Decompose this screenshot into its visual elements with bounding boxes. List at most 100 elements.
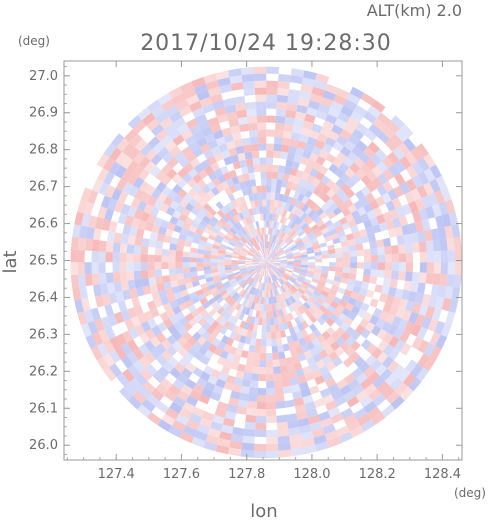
echo-cell: [317, 410, 331, 422]
echo-cell: [192, 406, 205, 418]
echo-cell: [268, 268, 273, 276]
echo-cell: [187, 346, 199, 357]
echo-cell: [165, 407, 179, 420]
echo-cell: [355, 324, 366, 335]
echo-cell: [385, 219, 395, 230]
echo-cell: [119, 243, 128, 254]
echo-cell: [280, 261, 288, 263]
echo-cell: [364, 129, 377, 142]
echo-cell: [180, 289, 189, 298]
echo-cell: [172, 330, 183, 341]
echo-cell: [255, 221, 260, 229]
echo-cell: [272, 265, 279, 270]
echo-cell: [290, 383, 301, 393]
echo-cell: [159, 117, 174, 130]
echo-cell: [159, 311, 170, 322]
echo-cell: [363, 366, 375, 378]
echo-cell: [367, 371, 380, 384]
echo-cell: [268, 269, 271, 276]
echo-cell: [217, 262, 225, 266]
echo-cell: [372, 376, 385, 389]
echo-cell: [301, 204, 309, 213]
echo-cell: [266, 429, 278, 438]
echo-cell: [109, 363, 123, 378]
echo-cell: [216, 220, 225, 229]
echo-cell: [263, 276, 266, 284]
echo-cell: [226, 246, 234, 252]
echo-cell: [346, 396, 360, 408]
echo-cell: [200, 355, 211, 366]
echo-cell: [160, 174, 172, 186]
echo-cell: [224, 266, 232, 271]
echo-cell: [377, 262, 386, 271]
echo-cell: [133, 176, 145, 189]
echo-cell: [91, 178, 104, 193]
echo-cell: [303, 350, 313, 360]
echo-cell: [266, 401, 276, 410]
echo-cell: [215, 378, 226, 389]
echo-cell: [339, 193, 350, 203]
echo-cell: [248, 269, 255, 274]
echo-cell: [437, 285, 447, 298]
echo-cell: [270, 251, 277, 258]
echo-cell: [343, 413, 358, 426]
echo-cell: [271, 289, 276, 297]
echo-cell: [403, 233, 412, 245]
echo-cell: [126, 244, 135, 254]
echo-cell: [241, 137, 251, 146]
echo-cell: [275, 288, 280, 296]
echo-cell: [266, 220, 269, 228]
echo-cell: [300, 254, 308, 258]
echo-cell: [259, 282, 263, 290]
echo-cell: [182, 401, 196, 413]
echo-cell: [206, 190, 216, 200]
x-tick-label: 128.0: [293, 467, 330, 482]
echo-cell: [321, 250, 329, 255]
echo-cell: [350, 256, 358, 263]
echo-cell: [142, 381, 156, 394]
echo-cell: [399, 182, 411, 195]
echo-cell: [404, 271, 413, 282]
echo-cell: [325, 400, 338, 411]
echo-cell: [404, 359, 418, 373]
echo-cell: [257, 387, 267, 396]
echo-cell: [266, 248, 268, 256]
echo-cell: [399, 386, 414, 401]
echo-cell: [266, 262, 269, 270]
echo-cell: [282, 385, 293, 394]
echo-cell: [155, 170, 167, 182]
echo-cell: [231, 207, 239, 216]
echo-cell: [320, 227, 329, 235]
echo-cell: [389, 133, 403, 148]
echo-cell: [303, 278, 312, 284]
echo-cell: [97, 342, 109, 357]
echo-cell: [190, 276, 199, 283]
echo-cell: [220, 365, 231, 375]
echo-cell: [252, 288, 258, 296]
echo-cell: [147, 412, 162, 426]
echo-cell: [290, 197, 298, 206]
echo-cell: [298, 337, 307, 347]
echo-cell: [427, 318, 439, 332]
echo-cell: [124, 318, 135, 331]
echo-cell: [84, 238, 93, 251]
echo-cell: [228, 169, 238, 179]
echo-cell: [219, 246, 227, 252]
echo-cell: [236, 295, 243, 303]
echo-cell: [319, 242, 327, 248]
echo-cell: [182, 294, 191, 303]
echo-cell: [295, 368, 305, 378]
echo-cell: [241, 236, 248, 243]
echo-cell: [271, 253, 278, 259]
echo-cell: [411, 161, 424, 175]
echo-cell: [208, 219, 217, 228]
echo-cell: [197, 244, 206, 251]
echo-cell: [177, 188, 188, 199]
echo-cell: [162, 302, 173, 312]
echo-cell: [320, 273, 328, 279]
echo-cell: [290, 68, 305, 78]
echo-cell: [239, 269, 247, 273]
echo-cell: [246, 315, 252, 324]
echo-cell: [430, 228, 440, 241]
echo-cell: [134, 138, 148, 152]
